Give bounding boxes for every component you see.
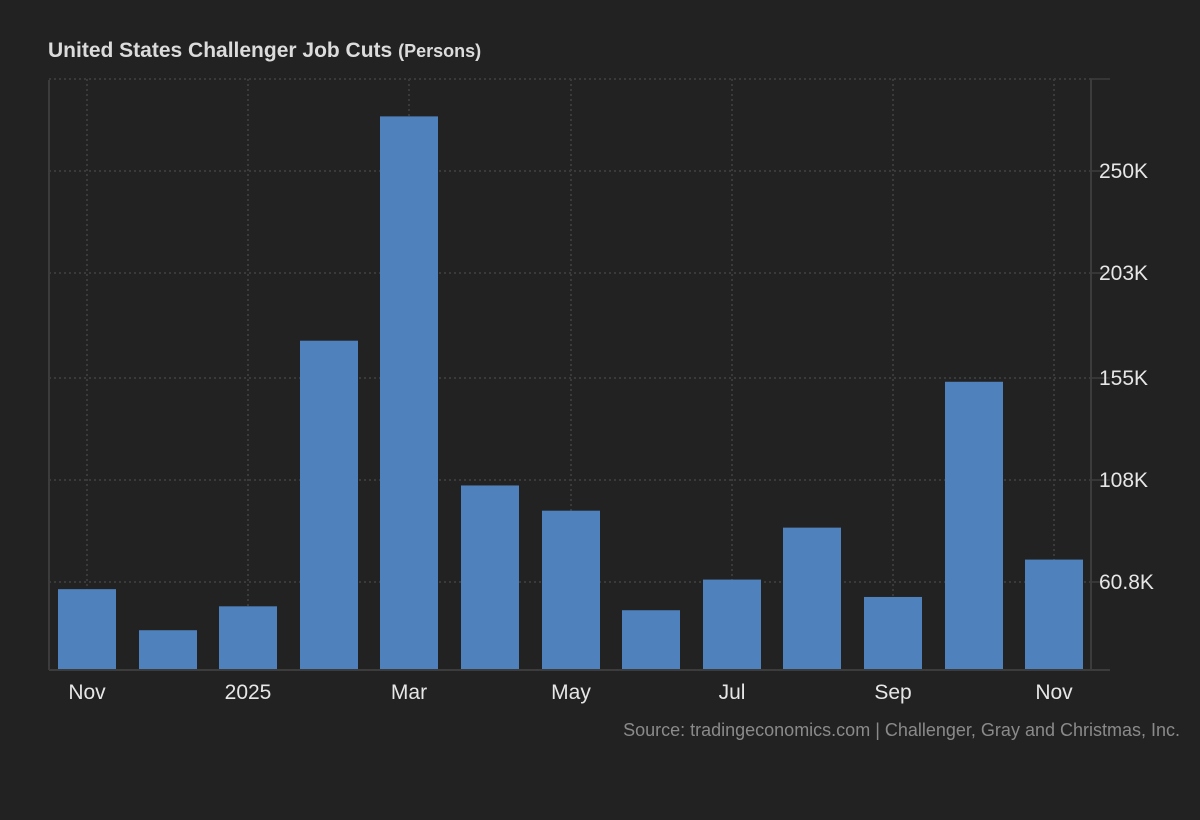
axes: [48, 78, 1110, 671]
x-axis-ticks: Nov 2025 Mar May Jul Sep Nov: [68, 681, 1073, 704]
y-axis-ticks: 60.8K 108K 155K 203K 250K: [1099, 160, 1154, 594]
bar: [139, 630, 197, 670]
bar: [300, 340, 358, 670]
bar: [542, 510, 600, 670]
bar: [58, 589, 116, 670]
x-tick-label: Mar: [391, 681, 427, 704]
source-note: Source: tradingeconomics.com | Challenge…: [623, 720, 1180, 740]
x-tick-label: Sep: [874, 681, 911, 704]
y-tick-label: 60.8K: [1099, 571, 1154, 594]
bar: [219, 606, 277, 670]
x-tick-label: Nov: [1035, 681, 1073, 704]
y-tick-label: 203K: [1099, 262, 1148, 285]
bars: [58, 116, 1083, 670]
bar: [1025, 559, 1083, 670]
y-tick-label: 250K: [1099, 160, 1148, 183]
x-tick-label: Nov: [68, 681, 106, 704]
bar: [703, 579, 761, 670]
bar: [461, 485, 519, 670]
chart-title-main: United States Challenger Job Cuts: [48, 39, 393, 62]
bar: [622, 610, 680, 670]
y-tick-label: 108K: [1099, 469, 1148, 492]
y-tick-label: 155K: [1099, 367, 1148, 390]
chart-title-unit: (Persons): [398, 41, 482, 61]
chart-title: United States Challenger Job Cuts (Perso…: [48, 39, 481, 63]
bar: [945, 381, 1003, 670]
bar: [380, 116, 438, 670]
x-tick-label: Jul: [719, 681, 746, 704]
bar: [864, 596, 922, 670]
x-tick-label: May: [551, 681, 591, 704]
bar: [783, 527, 841, 670]
x-tick-label: 2025: [225, 681, 272, 704]
